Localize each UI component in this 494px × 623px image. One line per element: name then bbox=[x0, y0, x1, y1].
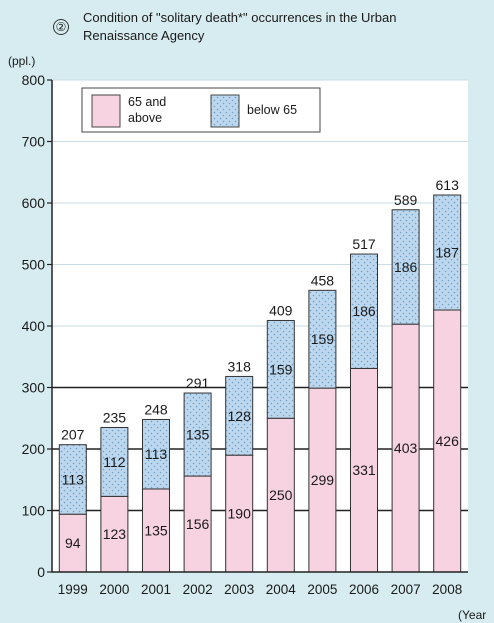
y-tick-label-500: 500 bbox=[22, 257, 46, 273]
label-total-2000: 235 bbox=[103, 409, 127, 425]
bar-below-65-2008 bbox=[433, 194, 462, 311]
x-tick-label-1999: 1999 bbox=[58, 582, 88, 597]
label-below-65-2007: 186 bbox=[394, 259, 418, 275]
label-65-and-above-2007: 403 bbox=[394, 440, 418, 456]
label-total-2008: 613 bbox=[436, 177, 460, 193]
bar-below-65-2003 bbox=[225, 375, 254, 456]
x-tick-label-2000: 2000 bbox=[99, 582, 129, 597]
y-tick-label-100: 100 bbox=[22, 503, 46, 519]
legend-label-65-and-above-line-2: above bbox=[128, 111, 162, 125]
bars bbox=[58, 194, 462, 573]
chart-title: ② Condition of "solitary death*" occurre… bbox=[53, 10, 396, 43]
label-total-2002: 291 bbox=[186, 375, 210, 391]
x-axis-ticks: 1999 2000 2001 2002 2003 2004 2005 2006 2007 2008 bbox=[58, 582, 462, 597]
bar-65-and-above-2001 bbox=[142, 488, 170, 573]
label-below-65-2006: 186 bbox=[352, 303, 376, 319]
legend-swatch-65-and-above bbox=[91, 94, 121, 128]
bar-65-and-above-2000 bbox=[100, 495, 129, 573]
title-line-1: Condition of "solitary death*" occurrenc… bbox=[83, 10, 396, 25]
y-tick-label-200: 200 bbox=[22, 441, 46, 457]
label-65-and-above-2000: 123 bbox=[103, 526, 127, 542]
label-65-and-above-2006: 331 bbox=[352, 462, 376, 478]
bar-below-65-2002 bbox=[183, 392, 212, 477]
legend-label-below-65: below 65 bbox=[247, 103, 297, 117]
label-65-and-above-2001: 135 bbox=[144, 522, 168, 538]
label-65-and-above-2005: 299 bbox=[311, 472, 335, 488]
y-tick-label-0: 0 bbox=[37, 564, 45, 580]
label-below-65-2008: 187 bbox=[436, 245, 460, 261]
legend-swatch-below-65 bbox=[210, 94, 240, 128]
bar-below-65-2000 bbox=[100, 426, 129, 497]
y-tick-label-600: 600 bbox=[22, 195, 46, 211]
title-line-2: Renaissance Agency bbox=[83, 28, 205, 43]
label-65-and-above-2004: 250 bbox=[269, 487, 293, 503]
label-total-2005: 458 bbox=[311, 272, 335, 288]
bar-below-65-2005 bbox=[308, 289, 337, 389]
title-marker-circle bbox=[53, 19, 69, 35]
bar-below-65-2001 bbox=[142, 418, 170, 490]
label-total-1999: 207 bbox=[61, 427, 85, 443]
label-below-65-2000: 112 bbox=[103, 454, 126, 470]
label-total-2006: 517 bbox=[352, 236, 376, 252]
label-below-65-2002: 135 bbox=[186, 427, 210, 443]
y-axis-unit-label: (ppl.) bbox=[8, 54, 35, 68]
label-65-and-above-2008: 426 bbox=[436, 433, 460, 449]
x-tick-label-2004: 2004 bbox=[266, 582, 297, 597]
title-marker: ② bbox=[56, 20, 67, 34]
label-below-65-2004: 159 bbox=[269, 361, 293, 377]
label-total-2003: 318 bbox=[228, 358, 252, 374]
label-below-65-2003: 128 bbox=[228, 408, 252, 424]
y-tick-label-800: 800 bbox=[22, 72, 46, 88]
x-tick-label-2002: 2002 bbox=[183, 582, 213, 597]
x-tick-label-2003: 2003 bbox=[224, 582, 254, 597]
y-tick-label-300: 300 bbox=[22, 380, 46, 396]
label-total-2007: 589 bbox=[394, 192, 418, 208]
label-total-2004: 409 bbox=[269, 302, 293, 318]
x-axis-unit-label: (Year bbox=[458, 608, 486, 622]
bar-65-and-above-1999 bbox=[58, 513, 87, 573]
y-tick-label-700: 700 bbox=[22, 134, 46, 150]
x-tick-label-2005: 2005 bbox=[307, 582, 337, 597]
label-below-65-1999: 113 bbox=[62, 471, 85, 487]
bar-65-and-above-2004 bbox=[266, 417, 295, 573]
label-below-65-2001: 113 bbox=[145, 446, 168, 462]
y-tick-label-400: 400 bbox=[22, 318, 46, 334]
bar-65-and-above-2006 bbox=[350, 367, 378, 573]
x-tick-label-2006: 2006 bbox=[349, 582, 379, 597]
y-axis-ticks: 0 100 200 300 400 500 600 700 800 bbox=[22, 72, 52, 580]
legend-box bbox=[81, 87, 321, 133]
x-tick-label-2008: 2008 bbox=[432, 582, 462, 597]
bar-below-65-2006 bbox=[350, 253, 378, 369]
legend-label-65-and-above-line-1: 65 and bbox=[128, 95, 166, 109]
x-tick-label-2007: 2007 bbox=[391, 582, 421, 597]
label-total-2001: 248 bbox=[144, 401, 168, 417]
label-65-and-above-2003: 190 bbox=[228, 506, 252, 522]
label-below-65-2005: 159 bbox=[311, 331, 335, 347]
bar-65-and-above-2002 bbox=[183, 475, 212, 573]
bar-below-65-2007 bbox=[391, 209, 420, 325]
bar-below-65-2004 bbox=[266, 319, 295, 419]
label-65-and-above-1999: 94 bbox=[65, 535, 81, 551]
x-tick-label-2001: 2001 bbox=[141, 582, 171, 597]
bar-below-65-1999 bbox=[58, 444, 87, 515]
label-65-and-above-2002: 156 bbox=[186, 516, 210, 532]
legend: 65 and above below 65 bbox=[81, 87, 321, 133]
bar-65-and-above-2005 bbox=[308, 387, 337, 573]
data-labels: 94 113 207 123 112 235 135 113 248 156 135 291 190 12… bbox=[61, 177, 459, 551]
